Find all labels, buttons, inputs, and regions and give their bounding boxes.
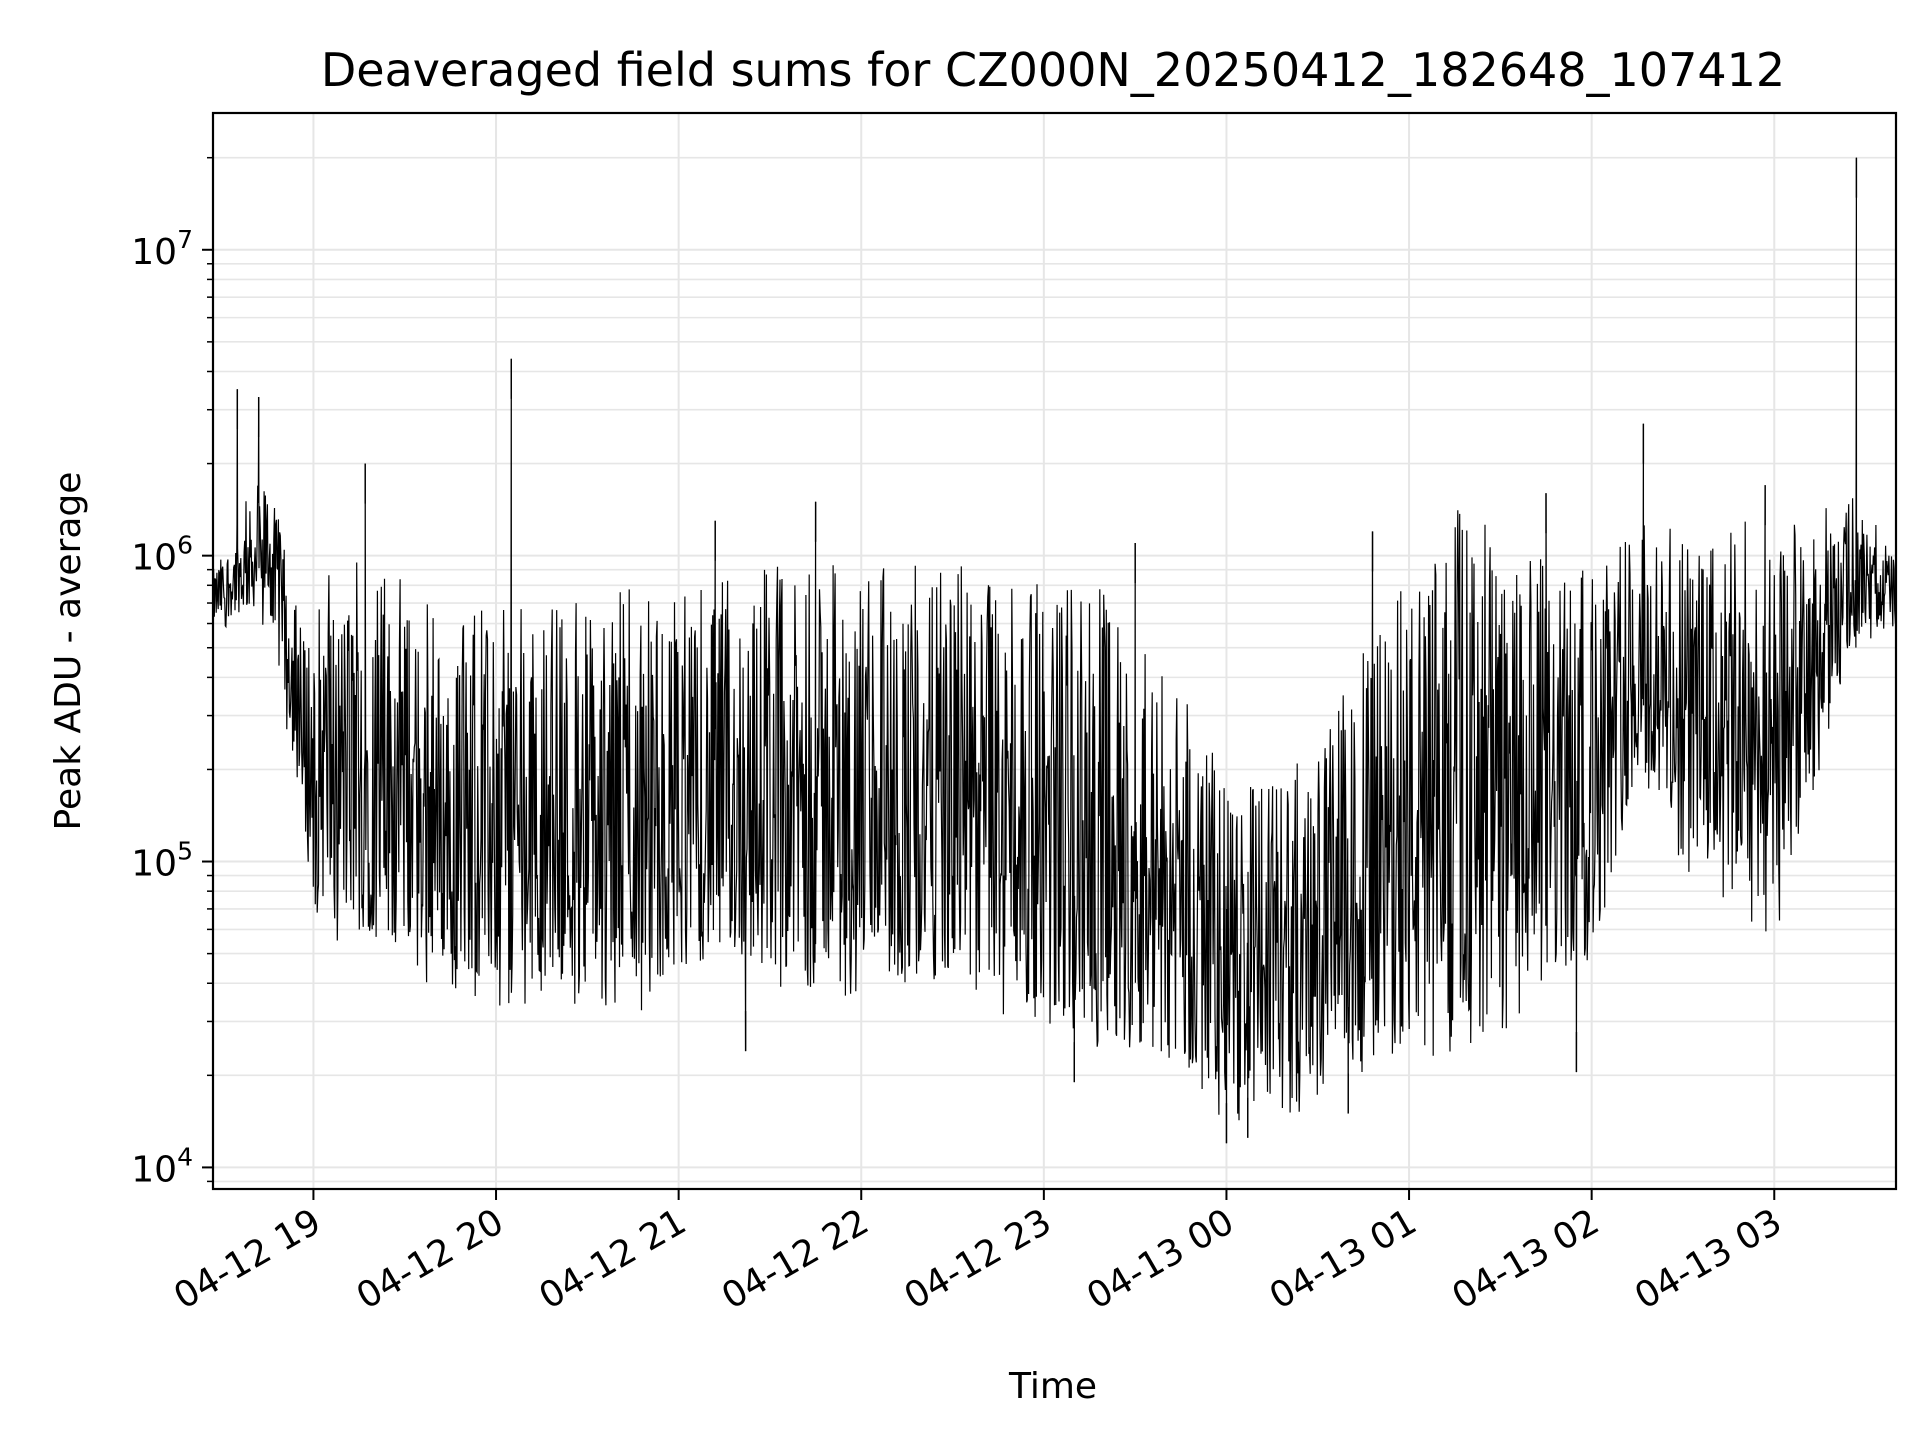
x-tick-label: 04-12 20: [350, 1201, 511, 1317]
x-tick-label: 04-13 02: [1445, 1201, 1606, 1317]
y-tick-label: 107: [131, 225, 193, 273]
chart-title: Deaveraged field sums for CZ000N_2025041…: [321, 43, 1785, 97]
series-line: [212, 157, 1897, 1144]
y-axis-label: Peak ADU - average: [48, 472, 89, 831]
x-tick-label: 04-13 00: [1080, 1201, 1241, 1317]
x-tick-label: 04-12 22: [715, 1201, 876, 1317]
y-tick-label: 105: [131, 837, 193, 885]
y-tick-label: 104: [131, 1142, 193, 1190]
x-axis-label: Time: [1008, 1366, 1097, 1407]
x-tick-label: 04-12 19: [167, 1201, 328, 1317]
x-tick-label: 04-12 21: [532, 1201, 693, 1317]
x-tick-label: 04-12 23: [898, 1201, 1059, 1317]
y-tick-label: 106: [131, 531, 193, 579]
x-tick-label: 04-13 01: [1263, 1201, 1424, 1317]
plot-area-frame: [211, 111, 1898, 1191]
x-tick-label: 04-13 03: [1628, 1201, 1789, 1317]
data-series: [212, 157, 1897, 1144]
